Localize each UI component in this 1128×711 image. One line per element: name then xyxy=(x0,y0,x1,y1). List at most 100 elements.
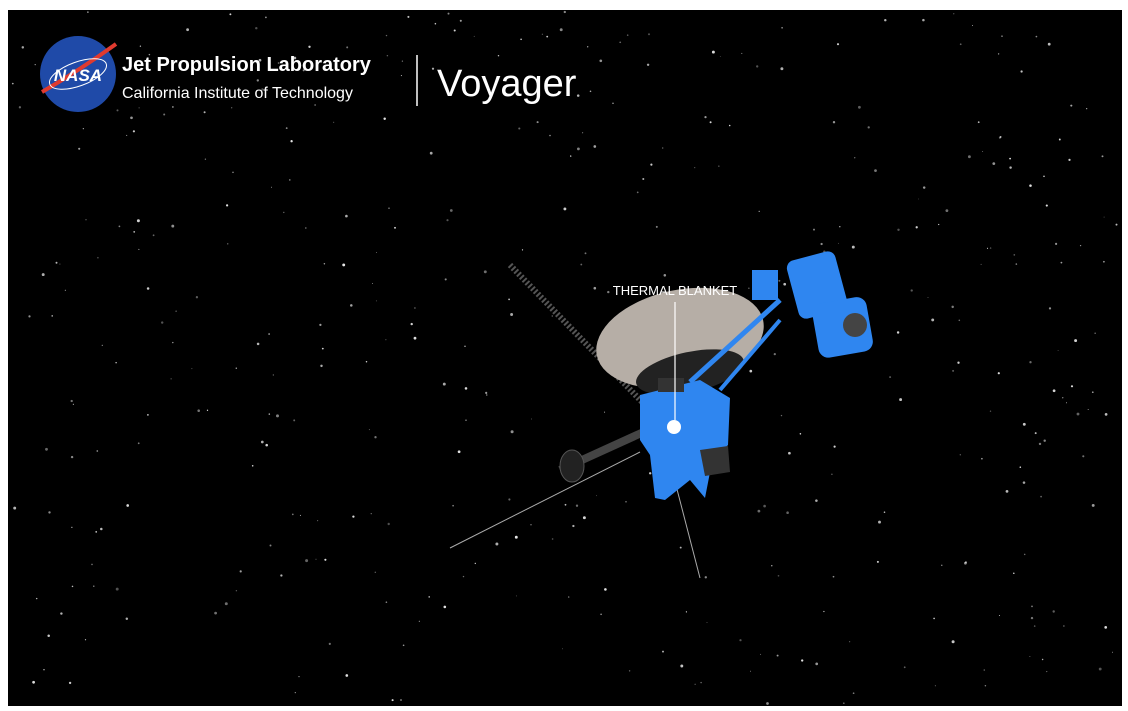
star xyxy=(1076,412,1080,416)
star xyxy=(1009,166,1012,169)
institute-name: California Institute of Technology xyxy=(122,85,353,102)
star xyxy=(314,104,316,106)
star xyxy=(910,289,913,292)
star xyxy=(1052,389,1056,393)
star xyxy=(225,204,229,207)
star xyxy=(35,597,38,600)
star xyxy=(1086,108,1088,110)
star xyxy=(1074,339,1078,343)
star xyxy=(576,94,580,97)
star xyxy=(842,702,845,705)
star xyxy=(375,300,377,302)
star xyxy=(851,245,855,249)
star xyxy=(443,605,447,609)
star xyxy=(276,414,279,418)
star xyxy=(101,344,103,347)
star xyxy=(903,666,906,669)
star xyxy=(385,339,387,341)
star xyxy=(290,140,293,143)
star xyxy=(302,69,305,72)
star xyxy=(1035,35,1038,38)
star xyxy=(889,376,892,379)
star xyxy=(175,310,177,312)
star xyxy=(1104,626,1108,629)
page-title[interactable]: Voyager xyxy=(437,63,577,105)
star xyxy=(64,289,66,291)
star xyxy=(446,219,449,222)
star xyxy=(1043,175,1045,178)
star xyxy=(285,127,288,129)
star xyxy=(495,542,499,546)
star xyxy=(564,503,567,506)
star xyxy=(43,669,45,671)
star xyxy=(739,639,742,642)
star xyxy=(319,323,322,327)
star xyxy=(1065,402,1068,404)
star xyxy=(559,28,563,32)
star xyxy=(272,374,274,376)
star xyxy=(600,613,602,616)
star xyxy=(1033,625,1036,627)
star xyxy=(146,287,150,290)
star xyxy=(1079,244,1082,247)
star xyxy=(1111,651,1113,653)
star xyxy=(756,65,759,68)
star xyxy=(372,283,374,284)
annotation-label[interactable]: THERMAL BLANKET xyxy=(613,283,738,298)
star xyxy=(452,504,454,507)
science-boom xyxy=(718,318,782,392)
star xyxy=(741,52,743,54)
star xyxy=(582,516,586,520)
star xyxy=(709,121,712,124)
star xyxy=(1013,254,1016,256)
star xyxy=(915,226,918,229)
star xyxy=(655,225,658,228)
star xyxy=(191,368,193,370)
star xyxy=(584,252,587,255)
star xyxy=(636,191,639,194)
star xyxy=(407,15,410,18)
star xyxy=(777,574,780,577)
star xyxy=(766,702,769,705)
star xyxy=(980,263,982,265)
star xyxy=(619,41,622,44)
star xyxy=(938,223,940,226)
star xyxy=(1030,616,1034,620)
annotation[interactable]: THERMAL BLANKET xyxy=(613,283,738,434)
star xyxy=(580,263,583,266)
spacecraft-model[interactable] xyxy=(449,250,874,579)
star xyxy=(59,263,61,265)
space-background xyxy=(8,10,1122,706)
star xyxy=(269,544,272,547)
star xyxy=(465,419,467,421)
star xyxy=(93,585,95,587)
star xyxy=(593,145,597,148)
star xyxy=(87,11,89,13)
star xyxy=(982,151,984,152)
star xyxy=(771,565,773,567)
star xyxy=(986,247,989,249)
star xyxy=(773,352,776,356)
star xyxy=(299,514,301,516)
star xyxy=(304,227,307,229)
star xyxy=(442,382,446,386)
star xyxy=(125,617,129,620)
star xyxy=(394,226,396,229)
star xyxy=(291,513,294,516)
hotspot[interactable] xyxy=(667,420,681,434)
star xyxy=(137,442,140,445)
star xyxy=(21,46,25,49)
star xyxy=(570,155,572,157)
star xyxy=(462,575,465,578)
star xyxy=(483,270,487,274)
star xyxy=(1060,261,1063,264)
star xyxy=(138,107,140,109)
star xyxy=(780,67,784,71)
star xyxy=(778,279,781,282)
star xyxy=(959,454,961,456)
star xyxy=(305,559,309,563)
star xyxy=(152,234,155,237)
star xyxy=(118,225,121,228)
star xyxy=(964,561,967,564)
